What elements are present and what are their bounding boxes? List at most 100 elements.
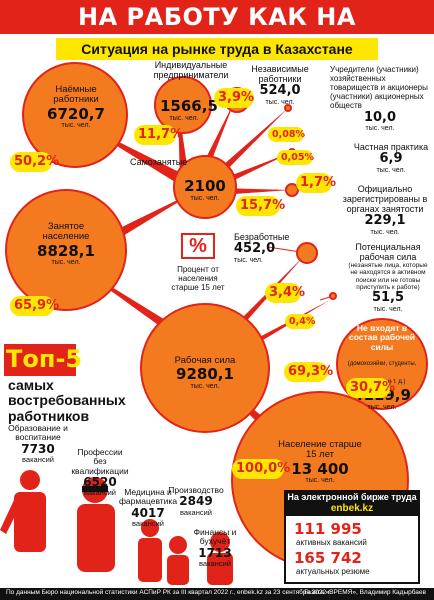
node-individual-name: Индивидуальные предприниматели [153,60,229,81]
enbek-vacancies-value: 111 995 [294,520,362,538]
node-notforce: Не входят в состав рабочей силы (домохоз… [344,323,420,411]
node-notforce-unit: тыс. чел. [367,403,397,411]
bubble-self [173,155,237,219]
pct-individual: 11,7% [134,125,183,145]
node-independent: Независимые работники 524,0 тыс. чел. [250,64,310,107]
node-self-unit: тыс. чел. [190,194,220,202]
node-private: Частная практика 6,9 тыс. чел. [352,142,430,174]
node-private-value: 6,9 [379,151,403,167]
bubble-founders [284,104,292,112]
node-individual-caption: Индивидуальные предприниматели [146,60,236,80]
node-employed-unit: тыс. чел. [51,259,81,267]
top5-title: Топ-5 [6,345,83,373]
node-self-value: 2100 [184,177,226,195]
node-population-value: 13 400 [291,459,349,478]
link-registered [220,188,290,195]
bubble-hired [22,62,128,168]
node-population-unit: тыс. чел. [305,477,335,485]
node-hired-value: 6720,7 [47,104,105,123]
node-unemployed-unit: тыс. чел. [234,256,263,264]
job-unit: вакансий [84,488,116,498]
top5-subtitle: самых востребованных работников [8,377,126,424]
enbek-vacancies-label: активных вакансий [296,538,367,547]
pct-private: 0,05% [277,150,314,165]
job-item: Производство 2849 вакансий [168,485,224,517]
pct-potential: 0,4% [285,314,315,329]
pct-labor: 69,3% [284,362,333,382]
node-self-name: Самозанятые [130,157,188,167]
page-subtitle: Ситуация на рынке труда в Казахстане [81,41,353,57]
node-labor-unit: тыс. чел. [190,382,220,390]
node-founders-value: 10,0 [363,109,397,125]
node-population-name: Население старше 15 лет [278,439,362,461]
bubble-individual [154,76,212,134]
footer-bar [0,588,434,600]
node-unemployed-value: 452,0 [234,241,276,257]
job-item: Медицина и фармацевтика 4017 вакансий [116,487,180,528]
node-employed: Занятое население 8828,1 тыс. чел. [24,221,108,267]
bubble-employed [5,189,127,311]
node-individual: 1566,5 тыс. чел. [160,98,218,122]
node-employed-name: Занятое население [42,221,90,243]
top5-badge [4,344,76,376]
job-item: Финансы и бухучёт 1713 вакансий [190,527,240,568]
pct-population: 100,0% [232,459,290,479]
job-value: 2849 [179,494,213,509]
node-hired-name: Наёмные работники [53,84,99,106]
node-private-unit: тыс. чел. [376,166,406,174]
worker-figures-icon [0,470,233,585]
job-value: 7730 [21,441,55,456]
pct-unemployed: 3,4% [265,283,305,303]
job-value: 1713 [198,545,232,560]
node-registered-unit: тыс. чел. [370,228,400,236]
enbek-heading: На электронной бирже труда enbek.kz [284,490,420,516]
enbek-heading-text: На электронной бирже труда [287,492,417,502]
node-registered-name: Официально зарегистрированы в органах за… [342,184,428,215]
bubble-unemployed [296,242,318,264]
node-potential-value: 51,5 [371,290,405,306]
pct-founders: 0,08% [268,127,305,142]
job-name: Производство [168,485,224,495]
node-labor: Рабочая сила 9280,1 тыс. чел. [160,355,250,391]
node-labor-value: 9280,1 [176,365,234,384]
footer-credit: Газета «ВРЕМЯ», Владимир Кадырбаев [304,589,426,596]
title-bar [0,0,434,34]
enbek-link[interactable]: enbek.kz [330,502,374,514]
node-registered-value: 229,1 [364,213,406,229]
node-unemployed: Безработные 452,0 тыс. чел. [234,232,304,264]
pct-self: 15,7% [236,196,285,216]
footer-source: По данным Бюро национальной статистики А… [6,589,332,596]
job-value: 4017 [131,505,165,520]
enbek-resumes-value: 165 742 [294,549,362,567]
node-founders-name: Учредители (участники) хозяйственных тов… [330,65,428,110]
job-unit: вакансий [132,518,164,528]
node-independent-unit: тыс. чел. [265,98,295,106]
node-potential-name: Потенциальная рабочая сила [355,242,421,263]
node-self-caption: Самозанятые [130,157,190,167]
subtitle-bar [56,38,378,60]
enbek-resumes-label: актуальных резюме [296,567,370,576]
node-hired-unit: тыс. чел. [61,122,91,130]
percent-legend-symbol: % [181,233,215,259]
job-name: Образование и воспитание [8,423,68,443]
job-name: Медицина и фармацевтика [118,487,178,507]
job-name: Финансы и бухучёт [193,527,237,547]
pct-hired: 50,2% [10,152,59,172]
node-individual-unit: тыс. чел. [169,114,199,122]
pct-notforce: 30,7% [346,378,395,398]
node-independent-value: 524,0 [259,83,301,99]
node-unemployed-name: Безработные [234,232,290,242]
job-item: Образование и воспитание 7730 вакансий [8,423,68,464]
node-population: Население старше 15 лет 13 400 тыс. чел. [272,439,368,485]
percent-legend-text: Процент от населения старше 15 лет [171,265,225,293]
node-founders-unit: тыс. чел. [365,125,395,133]
node-private-name: Частная практика [353,142,429,152]
bubble-labor [140,303,270,433]
node-registered: Официально зарегистрированы в органах за… [340,184,430,237]
node-hired: Наёмные работники 6720,7 тыс. чел. [36,84,116,130]
node-self: 2100 тыс. чел. [180,178,230,202]
pct-registered: 1,7% [296,173,336,193]
node-notforce-name: Не входят в состав рабочей силы [348,323,416,352]
job-name: Профессии без квалификации [71,447,129,476]
